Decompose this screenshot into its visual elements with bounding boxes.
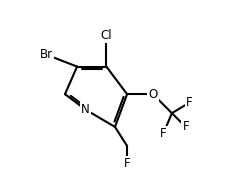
Text: O: O <box>148 88 157 101</box>
Text: Br: Br <box>39 48 52 61</box>
Text: F: F <box>182 121 188 134</box>
Text: F: F <box>123 157 130 170</box>
Text: Cl: Cl <box>100 29 112 42</box>
Text: F: F <box>159 127 166 140</box>
Text: N: N <box>81 103 90 116</box>
Text: F: F <box>185 96 192 109</box>
